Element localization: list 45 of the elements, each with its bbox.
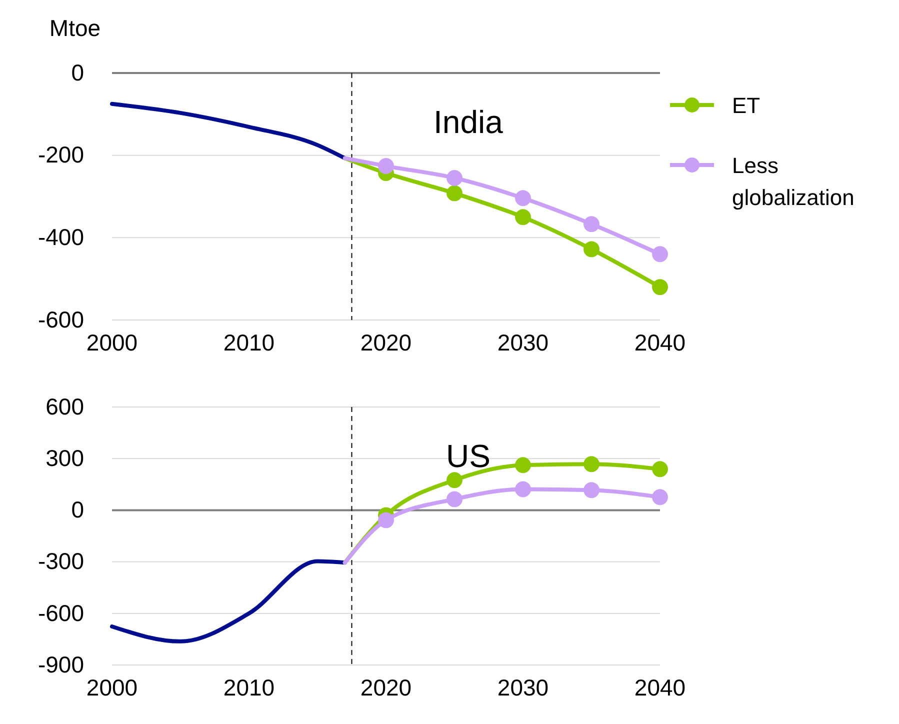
x-tick-label: 2000 xyxy=(86,329,138,356)
point xyxy=(515,190,531,206)
x-tick-label: 2040 xyxy=(634,674,686,700)
point xyxy=(446,185,462,202)
point xyxy=(515,457,531,474)
point xyxy=(652,279,668,296)
text: US xyxy=(446,438,490,474)
point xyxy=(584,216,600,232)
y-tick-label: 0 xyxy=(71,496,84,523)
y-tick-label: -300 xyxy=(38,548,84,574)
x-tick-label: 2020 xyxy=(360,674,412,700)
point xyxy=(515,209,531,226)
y-tick-label: 0 xyxy=(71,59,84,86)
point xyxy=(584,482,600,498)
x-tick-label: 2030 xyxy=(497,329,549,356)
line-series xyxy=(110,559,347,644)
x-tick-label: 2030 xyxy=(497,674,549,700)
legend-label: Less globalization xyxy=(732,153,854,210)
y-tick-label: -600 xyxy=(38,600,84,626)
x-tick-label: 2010 xyxy=(223,674,275,700)
x-tick-label: 2020 xyxy=(360,329,412,356)
y-tick-label: -900 xyxy=(38,651,84,678)
line-series xyxy=(110,102,347,160)
point xyxy=(446,472,462,488)
point xyxy=(378,512,394,528)
point xyxy=(652,489,668,506)
point xyxy=(652,461,668,478)
point xyxy=(652,246,668,262)
x-tick-label: 2040 xyxy=(634,329,686,356)
y-tick-label: -600 xyxy=(38,306,84,332)
x-tick-label: 2010 xyxy=(223,329,275,356)
y-tick-label: 600 xyxy=(46,393,84,420)
y-tick-label: -200 xyxy=(38,142,84,168)
y-tick-label: -400 xyxy=(38,224,84,250)
y-tick-label: 300 xyxy=(46,444,84,471)
point xyxy=(446,491,462,508)
point xyxy=(515,481,531,498)
point xyxy=(378,158,394,174)
legend-label: ET xyxy=(732,93,760,118)
text: India xyxy=(434,104,504,140)
point xyxy=(584,456,600,472)
point xyxy=(446,170,462,186)
x-tick-label: 2000 xyxy=(86,674,138,700)
y-axis-title: Mtoe xyxy=(49,15,101,41)
point xyxy=(584,241,600,258)
